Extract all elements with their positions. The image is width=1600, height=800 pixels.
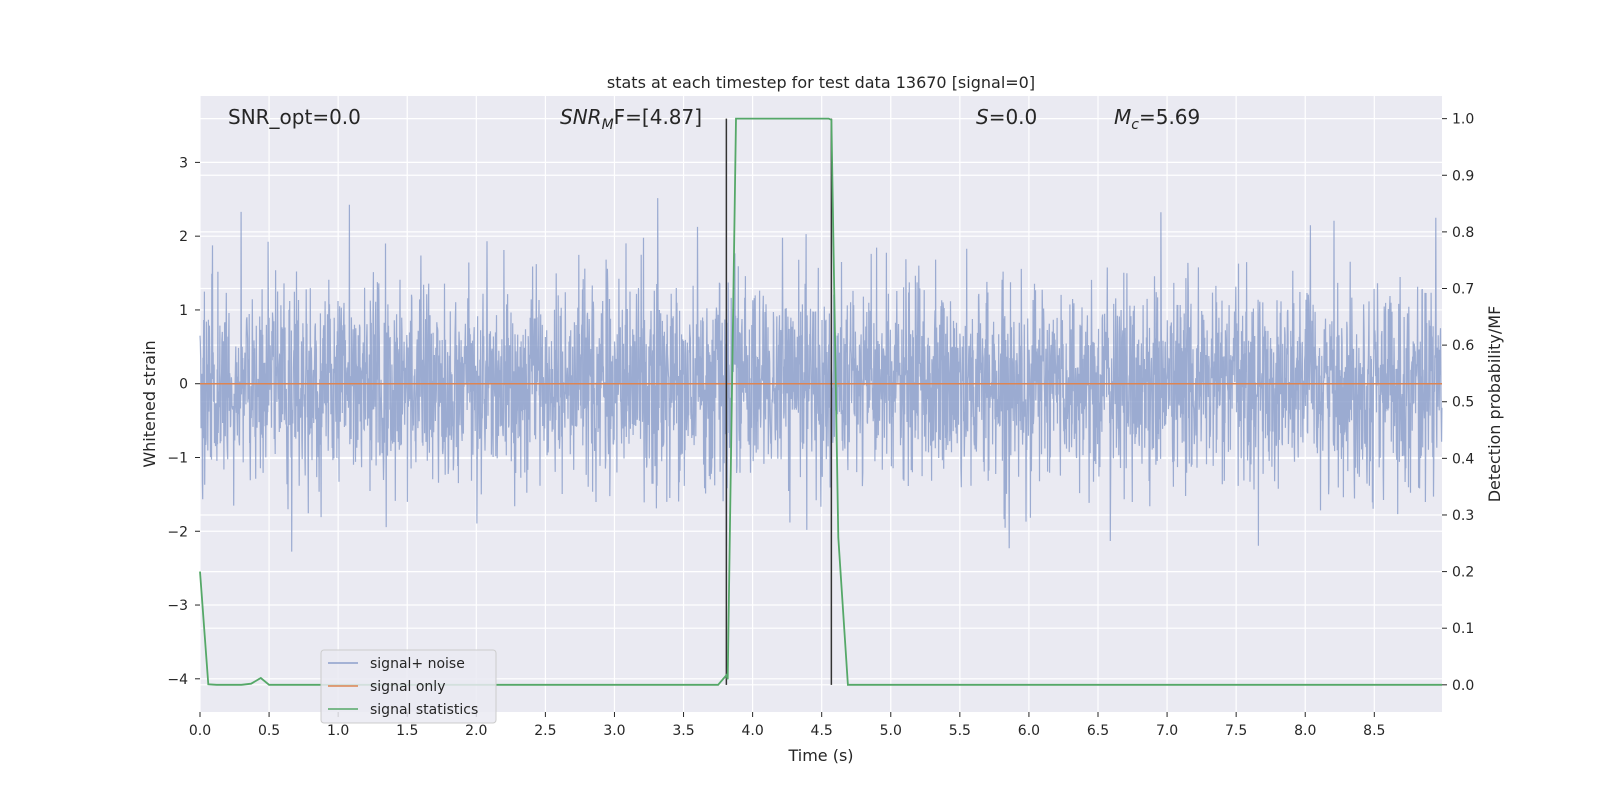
y-left-tick-label: −1 bbox=[167, 450, 188, 466]
legend-label-signal-statistics: signal statistics bbox=[370, 702, 478, 718]
y-left-tick-label: −3 bbox=[167, 598, 188, 614]
series-signal-noise bbox=[199, 198, 1443, 552]
y-right-tick-label: 0.3 bbox=[1452, 508, 1474, 524]
annotation-snr-mf: SNRMF=[4.87] bbox=[560, 105, 702, 133]
x-tick-label: 1.0 bbox=[327, 723, 349, 739]
x-tick-label: 1.5 bbox=[396, 723, 418, 739]
x-tick-label: 3.0 bbox=[603, 723, 625, 739]
y-right-tick-label: 0.7 bbox=[1452, 282, 1474, 298]
x-axis-ticks: 0.0 0.5 1.0 1.5 2.0 2.5 3.0 3.5 4.0 4.5 5.0 5.5 6.0 6… bbox=[189, 712, 1385, 739]
y-left-tick-label: −2 bbox=[167, 524, 188, 540]
y-left-tick-label: 0 bbox=[179, 377, 188, 393]
x-tick-label: 8.0 bbox=[1294, 723, 1316, 739]
signal-statistics-line bbox=[199, 117, 1442, 686]
vertical-markers bbox=[725, 118, 833, 685]
y-left-axis-ticks: −4 −3 −2 −1 0 1 2 3 bbox=[167, 155, 200, 688]
x-tick-label: 2.0 bbox=[465, 723, 487, 739]
y-left-axis-label: Whitened strain bbox=[140, 340, 159, 467]
series-signal-statistics bbox=[199, 117, 1442, 686]
x-tick-label: 4.0 bbox=[741, 723, 763, 739]
x-tick-label: 6.5 bbox=[1087, 723, 1109, 739]
legend-box bbox=[320, 649, 497, 724]
x-tick-label: 5.0 bbox=[880, 723, 902, 739]
y-right-tick-label: 0.6 bbox=[1452, 338, 1474, 354]
y-left-tick-label: −4 bbox=[167, 672, 188, 688]
x-tick-label: 0.0 bbox=[189, 723, 211, 739]
y-right-tick-label: 0.5 bbox=[1452, 395, 1474, 411]
x-tick-label: 7.5 bbox=[1225, 723, 1247, 739]
y-right-axis-label: Detection probability/MF bbox=[1485, 306, 1504, 503]
y-right-tick-label: 0.8 bbox=[1452, 225, 1474, 241]
x-tick-label: 7.0 bbox=[1156, 723, 1178, 739]
y-right-tick-label: 0.0 bbox=[1452, 678, 1474, 694]
annotation-s: S=0.0 bbox=[976, 105, 1037, 129]
x-tick-label: 3.5 bbox=[672, 723, 694, 739]
noise-line bbox=[199, 198, 1443, 552]
legend-label-signal-noise: signal+ noise bbox=[370, 656, 465, 672]
y-right-tick-label: 0.1 bbox=[1452, 621, 1474, 637]
annotation-snr-opt: SNR_opt=0.0 bbox=[228, 105, 361, 129]
x-tick-label: 0.5 bbox=[258, 723, 280, 739]
y-right-tick-label: 0.2 bbox=[1452, 565, 1474, 581]
y-right-tick-label: 0.4 bbox=[1452, 451, 1474, 467]
y-right-axis-ticks: 0.0 0.1 0.2 0.3 0.4 0.5 0.6 0.7 0.8 0.9 1.0 bbox=[1442, 112, 1474, 694]
chart-title: stats at each timestep for test data 136… bbox=[607, 73, 1035, 92]
x-tick-label: 4.5 bbox=[811, 723, 833, 739]
x-axis-label: Time (s) bbox=[787, 746, 853, 765]
legend: signal+ noise signal only signal statist… bbox=[320, 649, 497, 724]
x-tick-label: 6.0 bbox=[1018, 723, 1040, 739]
y-left-tick-label: 2 bbox=[179, 229, 188, 245]
x-tick-label: 2.5 bbox=[534, 723, 556, 739]
y-left-tick-label: 3 bbox=[179, 155, 188, 171]
x-tick-label: 5.5 bbox=[949, 723, 971, 739]
y-right-tick-label: 0.9 bbox=[1452, 168, 1474, 184]
y-left-tick-label: 1 bbox=[179, 303, 188, 319]
annotation-mc: Mc=5.69 bbox=[1114, 105, 1200, 133]
y-right-tick-label: 1.0 bbox=[1452, 112, 1474, 128]
legend-label-signal-only: signal only bbox=[370, 679, 445, 695]
x-tick-label: 8.5 bbox=[1363, 723, 1385, 739]
